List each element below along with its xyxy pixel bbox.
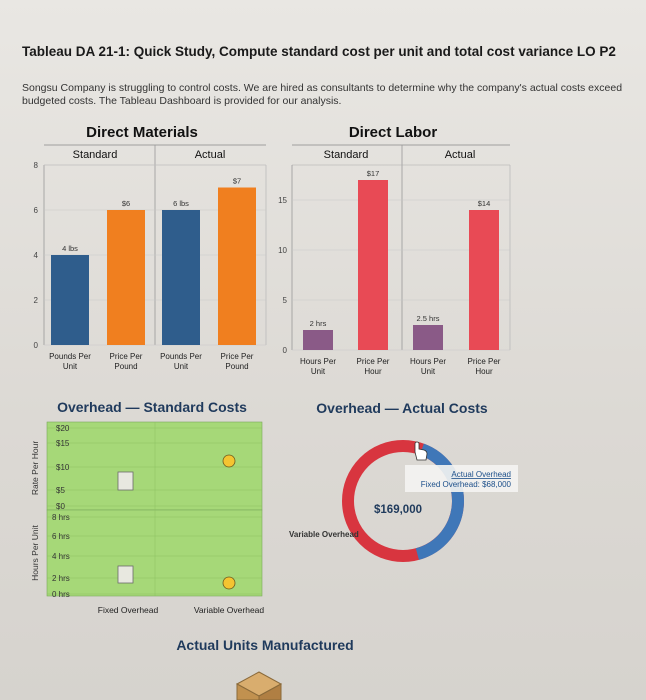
dm-bars [51, 187, 256, 346]
dl-group-standard: Standard [324, 149, 369, 161]
dl-bar[interactable] [469, 210, 499, 350]
dl-category-label: Hours Per [410, 357, 446, 366]
dm-bar[interactable] [218, 187, 256, 346]
ohs-rate-tick: $0 [56, 502, 65, 511]
dl-category-label: Unit [421, 367, 436, 376]
dm-category-label: Pound [114, 362, 137, 371]
dm-category-label: Unit [63, 362, 78, 371]
dl-ytick: 5 [283, 296, 288, 305]
overhead-donut [342, 440, 464, 562]
intro-text: Songsu Company is struggling to control … [22, 82, 623, 107]
ohs-hours-tick: 6 hrs [52, 532, 70, 541]
ohs-col-variable-overhead: Variable Overhead [194, 605, 265, 615]
dl-ytick: 0 [283, 346, 288, 355]
dl-group-actual: Actual [445, 149, 476, 161]
ohs-row-label-hours: Hours Per Unit [30, 524, 40, 580]
hand-cursor-icon [414, 441, 428, 461]
dl-category-label: Price Per [468, 357, 501, 366]
dm-bar[interactable] [162, 210, 200, 345]
dl-category-label: Price Per [357, 357, 390, 366]
fixed-hours-icon [117, 565, 134, 584]
overhead-actual-title: Overhead — Actual Costs [316, 400, 488, 416]
dl-data-label: 2 hrs [310, 319, 327, 328]
dl-category-label: Hour [475, 367, 493, 376]
dm-ytick: 6 [34, 206, 39, 215]
dl-ytick: 10 [278, 246, 287, 255]
dl-category-label: Unit [311, 367, 326, 376]
tooltip-title: Actual Overhead [451, 470, 511, 479]
fixed-rate-icon [117, 471, 134, 491]
variable-hours-icon [222, 576, 236, 590]
dm-bar[interactable] [107, 210, 145, 345]
ohs-hours-tick: 8 hrs [52, 513, 70, 522]
variable-overhead-label: Variable Overhead [289, 530, 359, 539]
actual-units-title: Actual Units Manufactured [176, 637, 353, 653]
dm-ytick: 8 [34, 161, 39, 170]
dl-data-labels: 2 hrs $17 2.5 hrs $14 [310, 169, 491, 328]
dm-category-label: Pounds Per [160, 352, 202, 361]
dm-data-label: 6 lbs [173, 199, 189, 208]
dl-data-label: $17 [367, 169, 380, 178]
dl-bar[interactable] [413, 325, 443, 350]
ohs-rate-ticks: $20 $15 $10 $5 $0 [56, 424, 70, 511]
dm-bar[interactable] [51, 255, 89, 345]
dl-category-label: Hour [364, 367, 382, 376]
dm-ytick: 2 [34, 296, 39, 305]
dl-data-label: 2.5 hrs [417, 314, 440, 323]
dm-category-label: Unit [174, 362, 189, 371]
ohs-rate-tick: $15 [56, 439, 70, 448]
variable-rate-icon [222, 454, 236, 468]
dl-ytick-labels: 0 5 10 15 [278, 196, 287, 355]
dm-data-label: $7 [233, 177, 241, 186]
dm-category-label: Pound [225, 362, 248, 371]
dm-group-standard: Standard [73, 149, 118, 161]
dm-category-label: Price Per [221, 352, 254, 361]
ohs-hours-ticks: 8 hrs 6 hrs 4 hrs 2 hrs 0 hrs [52, 513, 70, 599]
dm-category-label: Price Per [110, 352, 143, 361]
dl-ytick: 15 [278, 196, 287, 205]
ohs-hours-tick: 2 hrs [52, 574, 70, 583]
ohs-rate-tick: $5 [56, 486, 65, 495]
ohs-rate-tick: $20 [56, 424, 70, 433]
dm-ytick: 0 [34, 341, 39, 350]
donut-slice-fixed[interactable] [415, 443, 464, 560]
direct-materials-title: Direct Materials [86, 124, 198, 141]
dm-category-label: Pounds Per [49, 352, 91, 361]
dm-data-labels: 4 lbs $6 6 lbs $7 [62, 177, 241, 254]
ohs-col-fixed-overhead: Fixed Overhead [98, 605, 159, 615]
ohs-gridlines [47, 422, 262, 596]
dm-group-actual: Actual [195, 149, 226, 161]
ohs-icons [117, 454, 236, 590]
overhead-standard-title: Overhead — Standard Costs [57, 399, 247, 415]
tooltip-text: Fixed Overhead: $68,000 [421, 480, 512, 489]
ohs-row-label-rate: Rate Per Hour [30, 441, 40, 495]
dl-bars [303, 180, 499, 350]
ohs-hours-tick: 0 hrs [52, 590, 70, 599]
dm-ytick: 4 [34, 251, 39, 260]
dm-data-label: 4 lbs [62, 244, 78, 253]
ohs-hours-tick: 4 hrs [52, 552, 70, 561]
page-title: Tableau DA 21-1: Quick Study, Compute st… [22, 44, 616, 59]
ohs-rate-tick: $10 [56, 463, 70, 472]
dm-ytick-labels: 0 2 4 6 8 [34, 161, 39, 350]
donut-tooltip [405, 465, 518, 492]
dl-data-label: $14 [478, 199, 491, 208]
donut-total-label: $169,000 [374, 504, 422, 516]
direct-labor-title: Direct Labor [349, 124, 438, 141]
dl-bar[interactable] [303, 330, 333, 350]
box-icon [235, 671, 283, 700]
dm-data-label: $6 [122, 199, 130, 208]
dl-bar[interactable] [358, 180, 388, 350]
dl-category-label: Hours Per [300, 357, 336, 366]
